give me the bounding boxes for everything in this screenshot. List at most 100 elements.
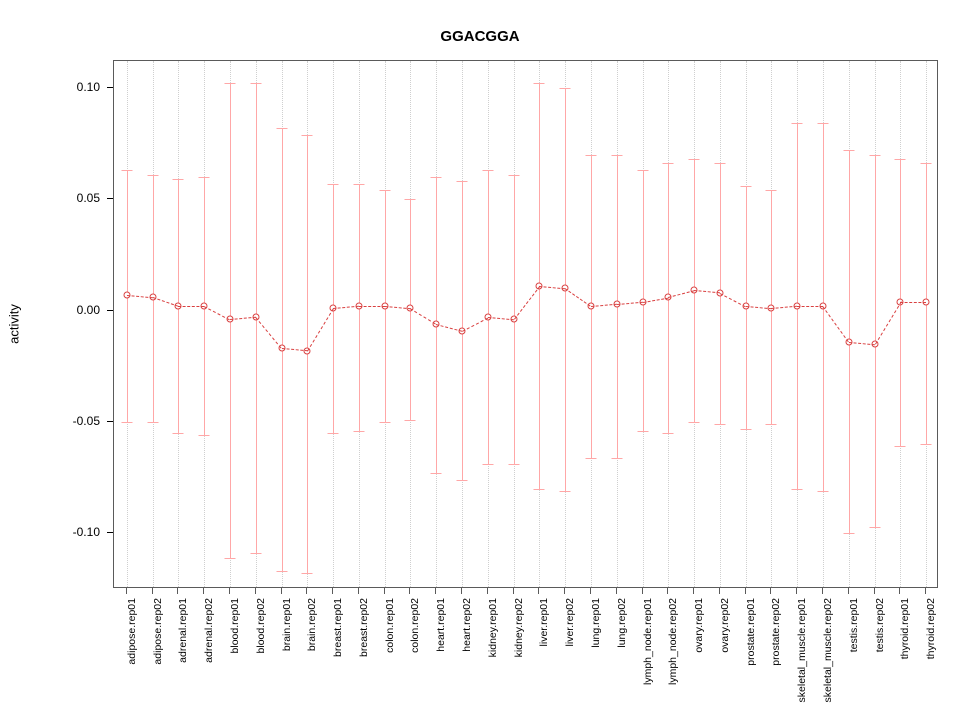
data-column-skeletal_muscle.rep02 — [810, 61, 836, 589]
x-tick-label-lung.rep01[interactable]: lung.rep01 — [590, 598, 602, 648]
x-tick-label-liver.rep01[interactable]: liver.rep01 — [538, 598, 550, 646]
error-bar-cap-bottom — [869, 527, 880, 528]
x-tick-label-kidney.rep02[interactable]: kidney.rep02 — [513, 598, 525, 657]
y-tick-label: 0.05 — [40, 191, 100, 205]
x-tick-label-lymph_node.rep02[interactable]: lymph_node.rep02 — [667, 598, 679, 685]
error-bar-cap-top — [405, 199, 416, 200]
x-tick-label-kidney.rep01[interactable]: kidney.rep01 — [487, 598, 499, 657]
x-tick-mark — [177, 588, 178, 594]
x-tick-label-brain.rep02[interactable]: brain.rep02 — [306, 598, 318, 651]
x-tick-mark — [925, 588, 926, 594]
error-bar-cap-top — [431, 177, 442, 178]
y-tick-mark — [107, 421, 113, 422]
error-bar-cap-bottom — [560, 491, 571, 492]
error-bar-cap-bottom — [147, 422, 158, 423]
x-tick-label-breast.rep01[interactable]: breast.rep01 — [332, 598, 344, 657]
x-tick-label-blood.rep01[interactable]: blood.rep01 — [229, 598, 241, 653]
x-tick-mark — [564, 588, 565, 594]
x-tick-label-testis.rep01[interactable]: testis.rep01 — [848, 598, 860, 652]
x-tick-label-prostate.rep02[interactable]: prostate.rep02 — [770, 598, 782, 666]
error-bar-cap-bottom — [508, 464, 519, 465]
chart-container: GGACGGA activity -0.10 -0.05 0.00 0.05 0.10 … — [0, 0, 960, 720]
error-bar-cap-top — [740, 186, 751, 187]
data-column-adrenal.rep02 — [191, 61, 217, 589]
connector-line — [359, 306, 385, 307]
data-column-brain.rep02 — [294, 61, 320, 589]
x-tick-label-lung.rep02[interactable]: lung.rep02 — [616, 598, 628, 648]
x-tick-mark — [358, 588, 359, 594]
x-tick-label-heart.rep01[interactable]: heart.rep01 — [435, 598, 447, 652]
error-bar-cap-top — [895, 159, 906, 160]
x-tick-label-liver.rep02[interactable]: liver.rep02 — [564, 598, 576, 646]
x-tick-mark — [590, 588, 591, 594]
data-column-lymph_node.rep02 — [655, 61, 681, 589]
error-bar-cap-top — [663, 163, 674, 164]
error-bar-cap-bottom — [740, 429, 751, 430]
x-tick-label-adipose.rep02[interactable]: adipose.rep02 — [152, 598, 164, 665]
error-bar-cap-bottom — [663, 433, 674, 434]
error-bar-cap-bottom — [405, 420, 416, 421]
error-bar-cap-top — [843, 150, 854, 151]
error-bar-cap-bottom — [895, 446, 906, 447]
x-tick-mark — [616, 588, 617, 594]
data-column-liver.rep01 — [527, 61, 553, 589]
error-bar-cap-bottom — [585, 458, 596, 459]
x-tick-label-skeletal_muscle.rep02[interactable]: skeletal_muscle.rep02 — [822, 598, 834, 702]
error-bar-cap-bottom — [792, 489, 803, 490]
error-bar-cap-top — [199, 177, 210, 178]
data-column-breast.rep02 — [346, 61, 372, 589]
y-tick-mark — [107, 87, 113, 88]
y-tick-mark — [107, 532, 113, 533]
error-bar-cap-bottom — [431, 473, 442, 474]
data-column-adrenal.rep01 — [166, 61, 192, 589]
error-bar-cap-top — [225, 83, 236, 84]
data-column-testis.rep02 — [862, 61, 888, 589]
x-tick-mark — [770, 588, 771, 594]
x-tick-mark — [332, 588, 333, 594]
x-tick-mark — [435, 588, 436, 594]
x-tick-label-adrenal.rep01[interactable]: adrenal.rep01 — [177, 598, 189, 663]
x-tick-mark — [152, 588, 153, 594]
x-tick-label-brain.rep01[interactable]: brain.rep01 — [281, 598, 293, 651]
x-tick-label-adrenal.rep02[interactable]: adrenal.rep02 — [203, 598, 215, 663]
error-bar-cap-bottom — [457, 480, 468, 481]
x-tick-label-breast.rep02[interactable]: breast.rep02 — [358, 598, 370, 657]
x-tick-mark — [461, 588, 462, 594]
x-tick-mark — [874, 588, 875, 594]
x-tick-label-testis.rep02[interactable]: testis.rep02 — [874, 598, 886, 652]
connector-line — [797, 306, 823, 307]
x-tick-label-ovary.rep01[interactable]: ovary.rep01 — [693, 598, 705, 653]
x-tick-label-ovary.rep02[interactable]: ovary.rep02 — [719, 598, 731, 653]
error-bar-cap-bottom — [328, 433, 339, 434]
error-bar-cap-bottom — [817, 491, 828, 492]
x-tick-mark — [667, 588, 668, 594]
error-bar-cap-bottom — [714, 424, 725, 425]
x-tick-mark — [538, 588, 539, 594]
error-bar-cap-bottom — [121, 422, 132, 423]
y-axis-label: activity — [7, 304, 22, 344]
x-tick-mark — [796, 588, 797, 594]
error-bar-cap-top — [611, 155, 622, 156]
x-tick-label-thyroid.rep02[interactable]: thyroid.rep02 — [925, 598, 937, 659]
data-column-breast.rep01 — [320, 61, 346, 589]
error-bar-cap-top — [792, 123, 803, 124]
x-tick-mark — [848, 588, 849, 594]
x-tick-mark — [487, 588, 488, 594]
x-axis-labels: adipose.rep01 adipose.rep02 adrenal.rep01 a… — [113, 588, 938, 718]
x-tick-label-thyroid.rep01[interactable]: thyroid.rep01 — [899, 598, 911, 659]
data-column-thyroid.rep01 — [887, 61, 913, 589]
data-column-kidney.rep01 — [475, 61, 501, 589]
data-column-colon.rep01 — [372, 61, 398, 589]
x-tick-label-blood.rep02[interactable]: blood.rep02 — [255, 598, 267, 653]
x-tick-mark — [229, 588, 230, 594]
error-bar-cap-top — [766, 190, 777, 191]
x-tick-label-adipose.rep01[interactable]: adipose.rep01 — [126, 598, 138, 665]
error-bar-cap-bottom — [250, 553, 261, 554]
error-bar-cap-top — [585, 155, 596, 156]
x-tick-label-heart.rep02[interactable]: heart.rep02 — [461, 598, 473, 652]
x-tick-label-prostate.rep01[interactable]: prostate.rep01 — [745, 598, 757, 666]
x-tick-label-skeletal_muscle.rep01[interactable]: skeletal_muscle.rep01 — [796, 598, 808, 702]
x-tick-label-lymph_node.rep01[interactable]: lymph_node.rep01 — [642, 598, 654, 685]
x-tick-label-colon.rep01[interactable]: colon.rep01 — [384, 598, 396, 653]
x-tick-label-colon.rep02[interactable]: colon.rep02 — [409, 598, 421, 653]
